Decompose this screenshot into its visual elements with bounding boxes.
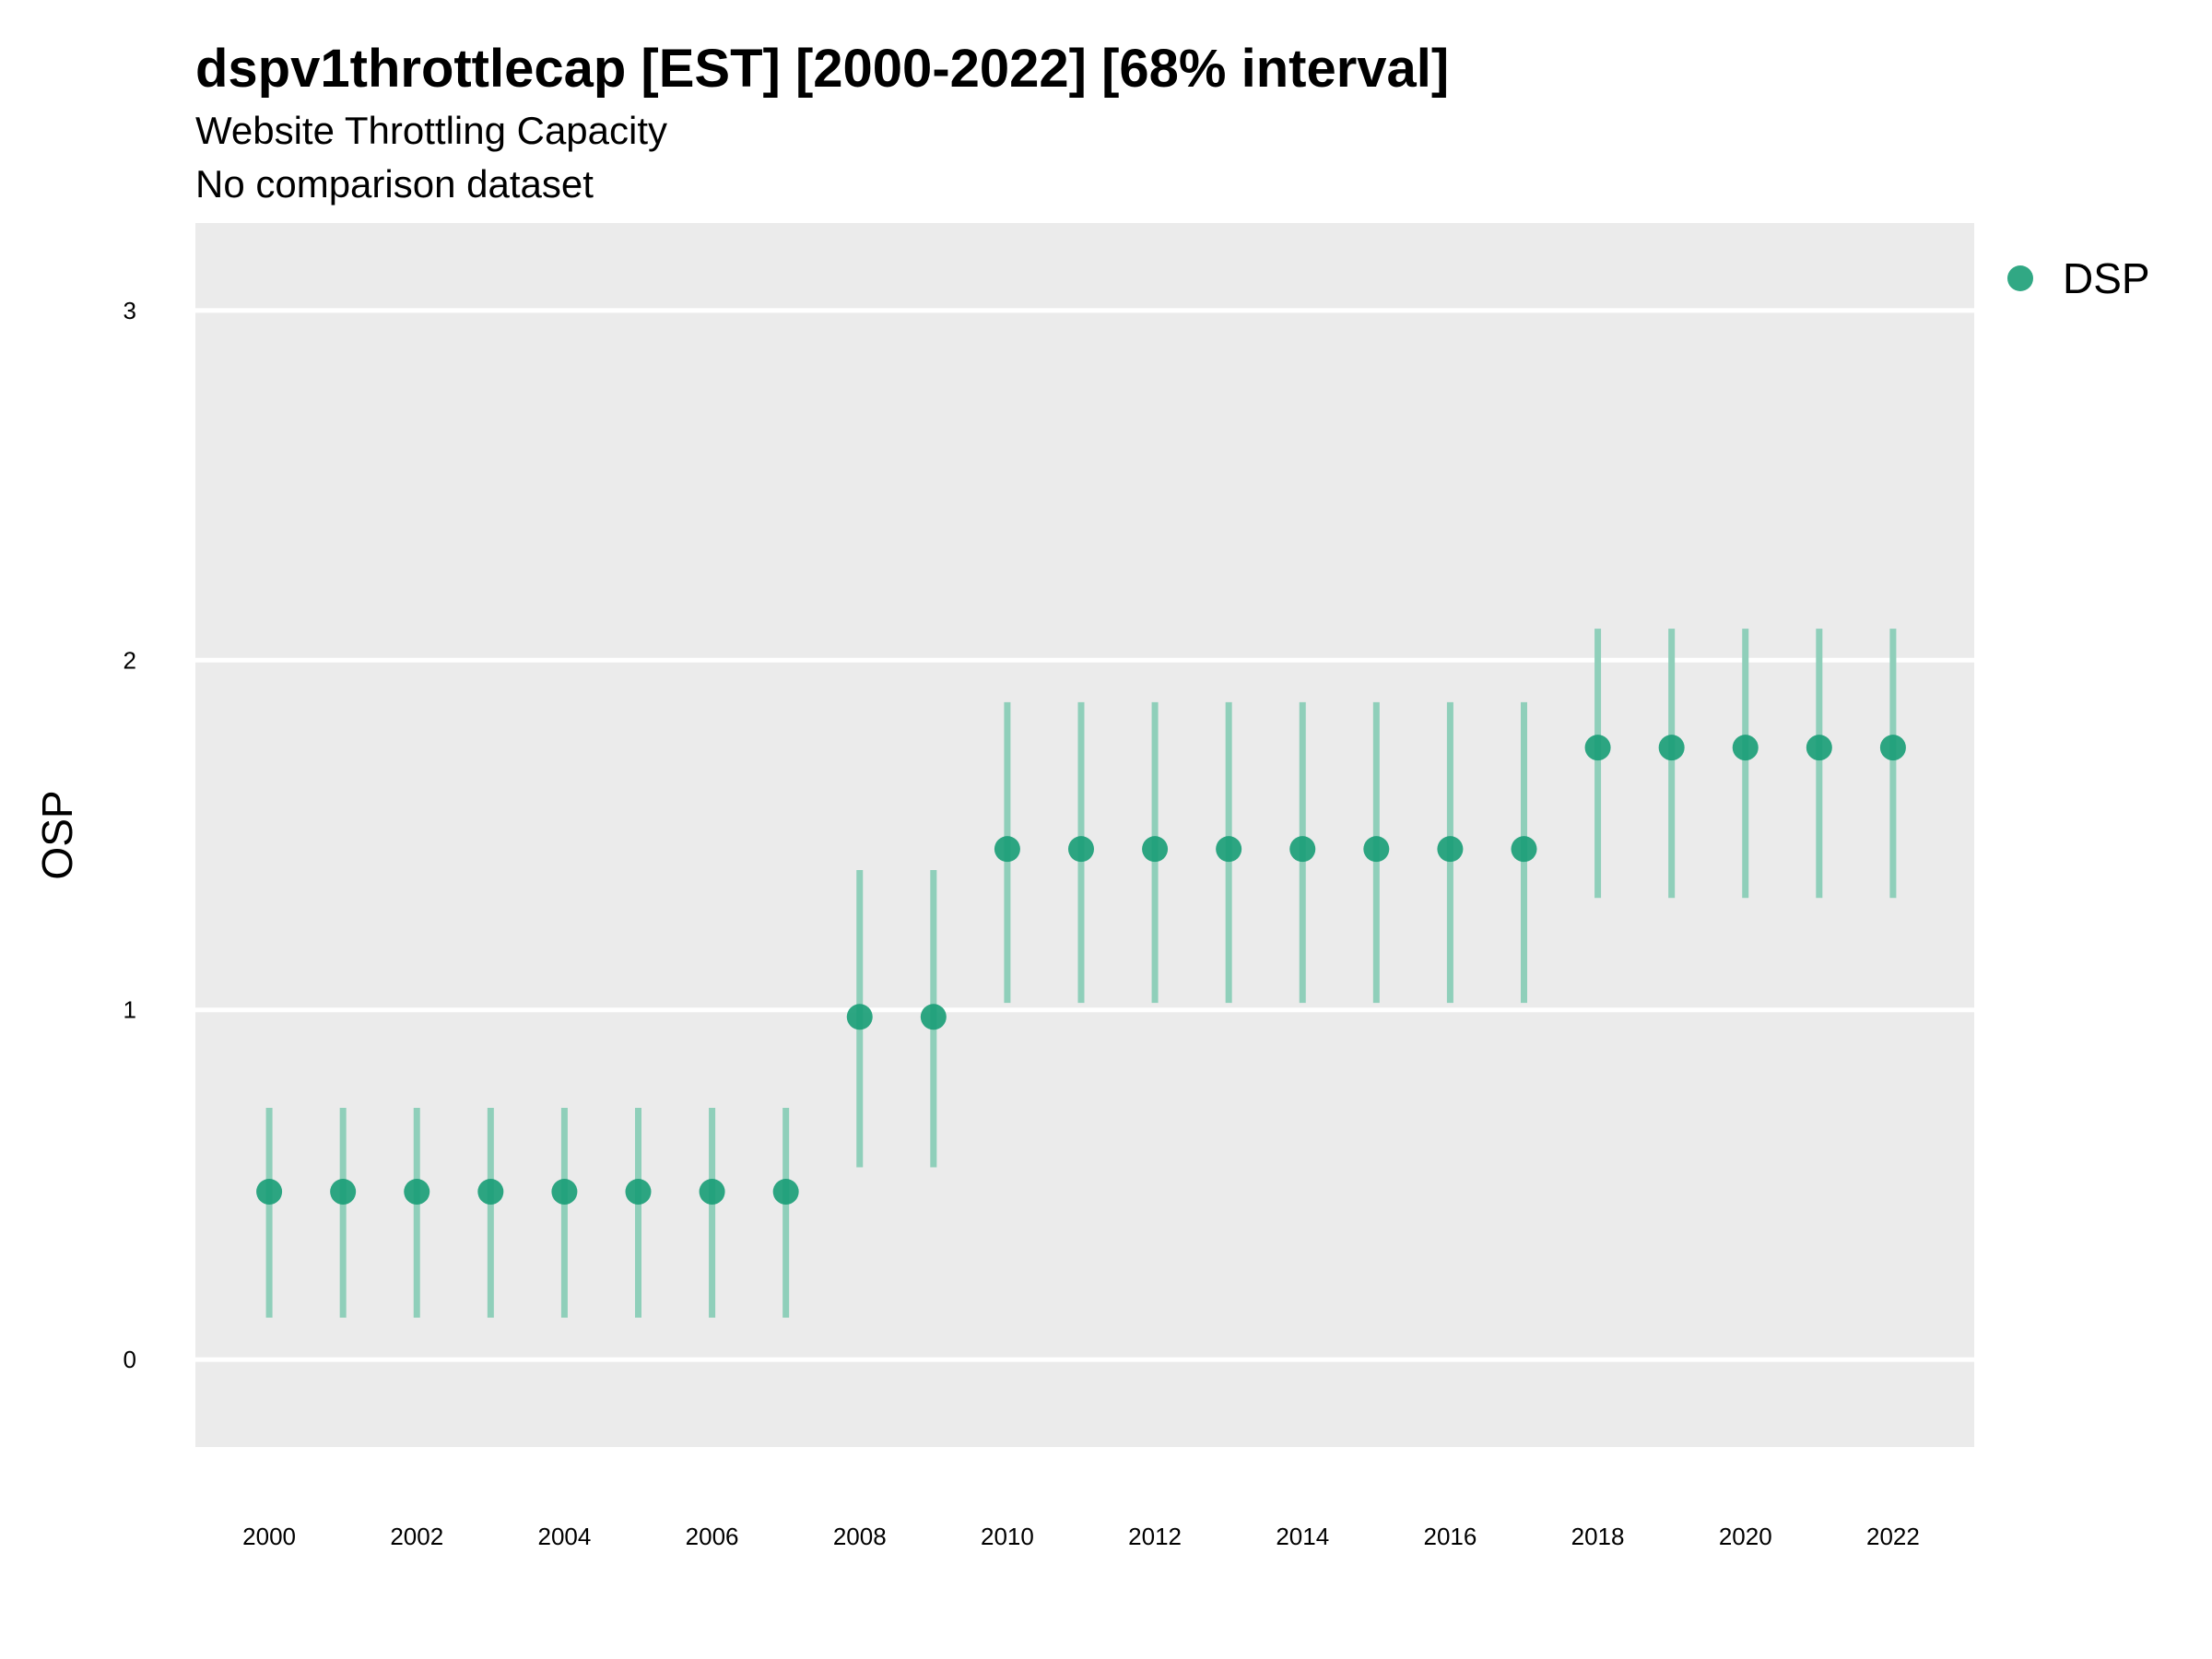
data-point-2007: [772, 1179, 799, 1206]
data-point-2006: [699, 1179, 725, 1206]
legend-key-dsp: [2007, 265, 2033, 291]
x-tick-label-2018: 2018: [1571, 1523, 1625, 1550]
x-tick-label-2002: 2002: [390, 1523, 443, 1550]
x-tick-label-2022: 2022: [1866, 1523, 1920, 1550]
x-axis-ticks: 2000 2002 2004 2006 2008 2010 2012 2014 2016 2018…: [242, 1523, 1920, 1550]
x-tick-label-2016: 2016: [1423, 1523, 1477, 1550]
data-point-2002: [404, 1179, 430, 1206]
x-tick-label-2012: 2012: [1128, 1523, 1182, 1550]
data-point-2011: [1067, 836, 1094, 863]
data-point-2013: [1216, 836, 1242, 863]
data-point-2014: [1289, 836, 1316, 863]
y-tick-label-1: 1: [124, 996, 136, 1024]
plot-panel: [195, 223, 1974, 1447]
x-tick-label-2000: 2000: [242, 1523, 296, 1550]
data-point-2008: [846, 1004, 873, 1030]
data-point-2009: [920, 1004, 947, 1030]
legend-label-dsp: DSP: [2063, 254, 2150, 302]
x-tick-label-2014: 2014: [1276, 1523, 1329, 1550]
data-point-2005: [625, 1179, 652, 1206]
data-point-2004: [551, 1179, 578, 1206]
y-tick-label-0: 0: [124, 1346, 136, 1373]
x-tick-label-2006: 2006: [686, 1523, 739, 1550]
data-point-2015: [1363, 836, 1390, 863]
x-tick-label-2008: 2008: [833, 1523, 887, 1550]
chart-caption-line: No comparison dataset: [195, 162, 594, 206]
data-point-2018: [1584, 735, 1611, 761]
data-point-2016: [1437, 836, 1464, 863]
legend: DSP: [2007, 254, 2150, 302]
data-point-2022: [1879, 735, 1906, 761]
data-point-2020: [1732, 735, 1759, 761]
chart-subtitle: Website Throttling Capacity: [195, 109, 667, 152]
x-tick-label-2004: 2004: [537, 1523, 591, 1550]
data-point-2017: [1511, 836, 1537, 863]
data-points: [256, 735, 1906, 1206]
data-point-2003: [477, 1179, 504, 1206]
grid-lines: [195, 308, 1974, 1362]
x-tick-label-2010: 2010: [981, 1523, 1034, 1550]
data-point-2010: [994, 836, 1020, 863]
y-axis-title: OSP: [33, 790, 81, 879]
chart-title: dspv1throttlecap [EST] [2000-2022] [68% …: [195, 39, 1449, 99]
data-point-2019: [1658, 735, 1685, 761]
data-point-2001: [330, 1179, 357, 1206]
data-point-2000: [256, 1179, 283, 1206]
y-tick-label-2: 2: [124, 646, 136, 674]
x-tick-label-2020: 2020: [1719, 1523, 1772, 1550]
y-tick-label-3: 3: [124, 297, 136, 324]
data-point-2021: [1806, 735, 1832, 761]
data-point-2012: [1142, 836, 1169, 863]
y-axis-ticks: 0 1 2 3: [124, 297, 136, 1373]
